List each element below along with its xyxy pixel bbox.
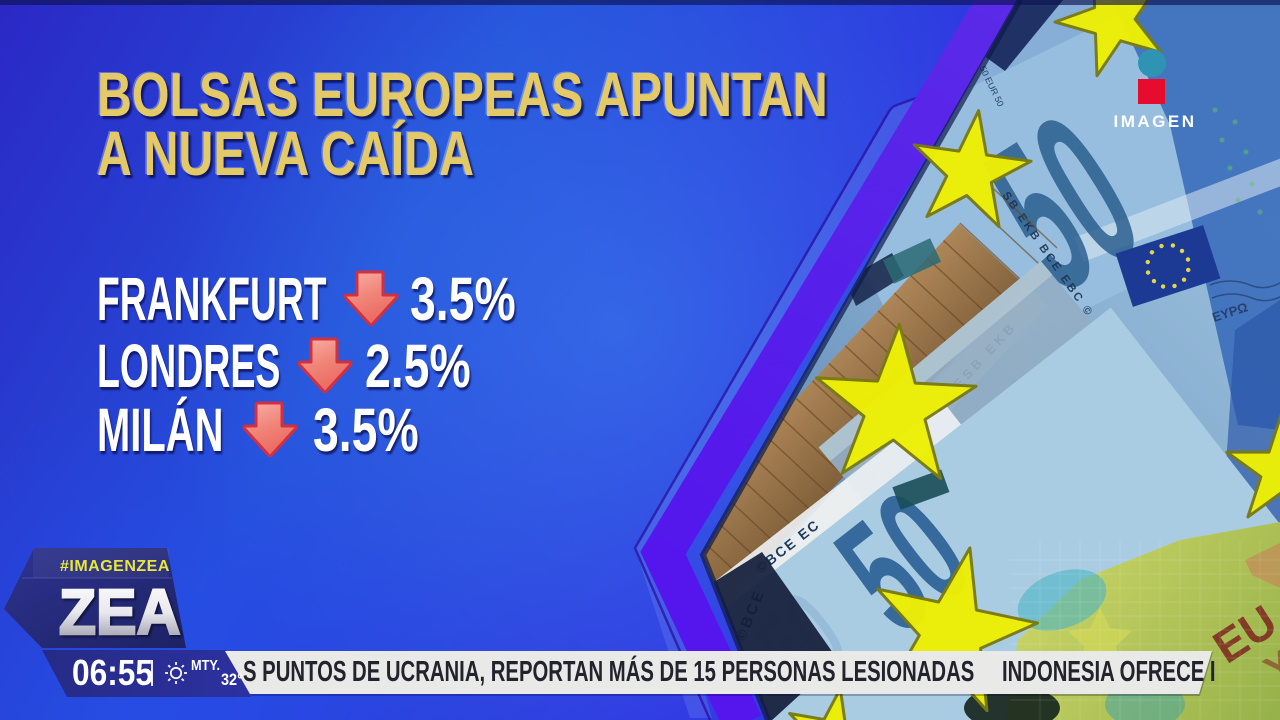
svg-text:#IMAGENZEA: #IMAGENZEA	[60, 558, 170, 575]
svg-text:ZEA: ZEA	[59, 577, 181, 649]
svg-text:IMAGEN: IMAGEN	[1114, 112, 1197, 131]
